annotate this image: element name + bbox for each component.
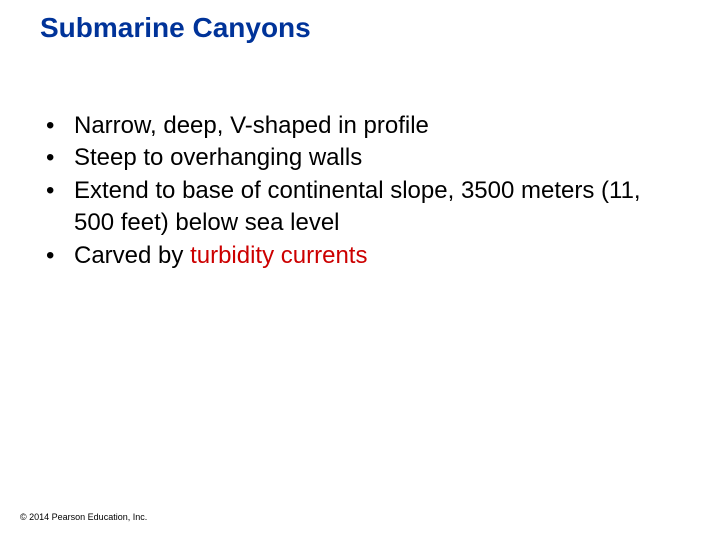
slide: Submarine Canyons Narrow, deep, V-shaped…	[0, 0, 720, 540]
bullet-text: Extend to base of continental slope,	[74, 177, 461, 204]
bullet-highlight: turbidity currents	[190, 242, 367, 269]
list-item: Extend to base of continental slope, 350…	[46, 175, 680, 240]
bullet-text: Steep to overhanging walls	[74, 144, 362, 171]
slide-title: Submarine Canyons	[40, 12, 311, 44]
list-item: Steep to overhanging walls	[46, 142, 680, 174]
bullet-list: Narrow, deep, V-shaped in profile Steep …	[46, 110, 680, 272]
copyright-text: © 2014 Pearson Education, Inc.	[20, 512, 147, 522]
bullet-text: Narrow, deep, V-shaped in profile	[74, 112, 429, 139]
list-item: Carved by turbidity currents	[46, 240, 680, 272]
bullet-text: Carved by	[74, 242, 190, 269]
list-item: Narrow, deep, V-shaped in profile	[46, 110, 680, 142]
